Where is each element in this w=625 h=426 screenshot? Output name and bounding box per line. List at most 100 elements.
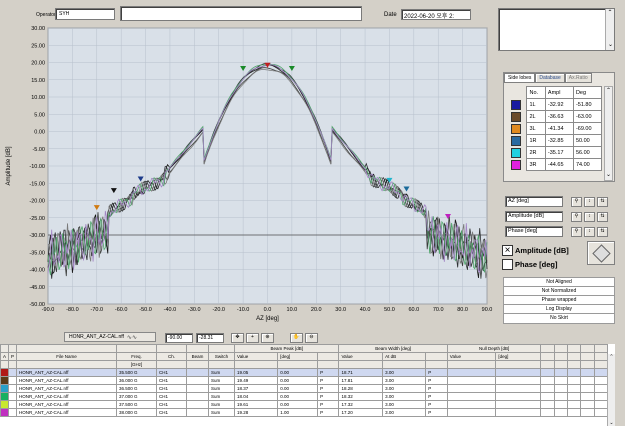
tab-database[interactable]: Database	[535, 73, 565, 83]
y-tick-label: 0.00	[34, 130, 45, 136]
x-tick-label: 70.0	[433, 307, 444, 313]
scroll-up-icon[interactable]: ⌃	[609, 354, 614, 360]
row-color	[0, 376, 10, 385]
row-color	[0, 408, 10, 417]
col-freq: Freq.	[116, 352, 158, 361]
phase-checkbox[interactable]	[502, 258, 513, 270]
cursor-lock-icon[interactable]: ⚲	[571, 211, 582, 222]
x-tick-label: 30.0	[335, 307, 346, 313]
date-label: Date	[384, 12, 397, 18]
table-row[interactable]: HONR_ANT_AZ-CAL.nff 37.500 G CH1 Sum 19.61 0.…	[0, 400, 609, 409]
y-tick-label: -5.00	[32, 147, 45, 153]
title-field[interactable]	[120, 6, 362, 21]
scroll-down-icon[interactable]: ⌄	[605, 172, 612, 178]
cursor-scale-icon[interactable]: ⇅	[597, 196, 608, 207]
cursor-zoom-icon[interactable]: ↕	[584, 226, 595, 237]
cursor-lock-icon[interactable]: ⚲	[571, 196, 582, 207]
lobe-row[interactable]: 3L -41.34 -69.00	[510, 122, 603, 135]
y-tick-label: -45.00	[29, 285, 45, 291]
notes-scrollbar[interactable]: ⌃ ⌄	[605, 9, 614, 50]
cursor-scale-icon[interactable]: ⇅	[597, 226, 608, 237]
y-tick-label: 20.00	[31, 61, 45, 67]
operator-field[interactable]: SYH	[55, 8, 115, 20]
tab-ax-ratio[interactable]: Ax.Ratio	[564, 73, 592, 83]
wave-icon: ∿∿	[126, 334, 137, 341]
y-tick-label: 10.00	[31, 95, 45, 101]
x-tick-label: 50.0	[384, 307, 395, 313]
file-tab[interactable]: HONR_ANT_AZ-CAL.nff ∿∿	[64, 332, 156, 342]
cursor-amplitude-field[interactable]: Amplitude [dB]	[505, 211, 563, 222]
amplitude-checkbox[interactable]: ×	[502, 244, 513, 256]
status-phase: Phase wrapped	[504, 296, 614, 305]
y-axis-label: Amplitude [dB]	[6, 146, 12, 185]
notes-textbox[interactable]: ⌃ ⌄	[498, 8, 615, 51]
lobe-row[interactable]: 2R -35.17 56.00	[510, 146, 603, 159]
scroll-up-icon[interactable]: ⌃	[605, 88, 612, 94]
date-field[interactable]: 2022-06-20 오후 2:	[401, 9, 471, 20]
y-tick-label: -10.00	[29, 164, 45, 170]
table-row[interactable]: HONR_ANT_AZ-CAL.nff 36.500 G CH1 Sum 18.37 0.…	[0, 384, 609, 393]
operator-label: Operator	[36, 12, 56, 18]
x-tick-label: 90.0	[482, 307, 493, 313]
beam-width-header: Beam Width [deg]	[338, 344, 448, 353]
cursor-phase-field[interactable]: Phase [deg]	[505, 226, 563, 237]
peak-marker	[444, 214, 451, 220]
peak-marker	[403, 186, 410, 192]
color-swatch	[511, 135, 521, 146]
file-table: Beam Peak [dB] Beam Width [deg] Null Dep…	[0, 344, 609, 417]
cursor-move-icon[interactable]: ✥	[231, 333, 244, 343]
cursor-zoom-icon[interactable]: ↕	[584, 196, 595, 207]
y-tick-label: -15.00	[29, 181, 45, 187]
y-tick-label: 30.00	[31, 26, 45, 32]
lobe-row[interactable]: 2L -36.63 -63.00	[510, 110, 603, 123]
amplitude-chart[interactable]: -90.0 -80.0 -70.0 -60.0 -50.0 -40.0 -30.0 -20.0…	[0, 22, 500, 327]
status-skirt: No Skirt	[504, 314, 614, 323]
lobe-row[interactable]: 1L -32.92 -51.80	[510, 98, 603, 111]
status-list: Not Aligned Not Normalized Phase wrapped…	[503, 277, 615, 324]
lobes-scrollbar[interactable]: ⌃ ⌄	[604, 86, 613, 181]
peak-marker	[386, 177, 393, 183]
scroll-up-icon[interactable]: ⌃	[607, 10, 613, 16]
table-row[interactable]: HONR_ANT_AZ-CAL.nff 35.500 G CH1 Sum 19.05 0.…	[0, 368, 609, 377]
scroll-down-icon[interactable]: ⌄	[607, 42, 614, 48]
y-tick-label: -30.00	[29, 233, 45, 239]
cursor-x-value[interactable]: -90.00	[165, 333, 193, 343]
x-tick-label: 60.0	[408, 307, 419, 313]
phase-label: Phase [deg]	[515, 259, 558, 269]
col-file-name: File Name	[16, 352, 118, 361]
x-tick-label: -10.0	[237, 307, 250, 313]
cursor-az-field[interactable]: AZ [deg]	[505, 196, 563, 207]
cursor-zoom-icon[interactable]: ↕	[584, 211, 595, 222]
peak-marker	[288, 66, 295, 72]
col-no: No.	[526, 86, 546, 99]
navigation-pad[interactable]	[587, 241, 615, 265]
col-deg: Deg	[572, 86, 603, 99]
cursor-scale-icon[interactable]: ⇅	[597, 211, 608, 222]
y-tick-label: 5.00	[34, 112, 45, 118]
x-tick-label: -90.0	[42, 307, 55, 313]
zoom-out-icon[interactable]: ⊖	[305, 333, 318, 343]
display-mode-group: × Amplitude [dB] Phase [deg]	[502, 243, 584, 273]
table-scrollbar[interactable]: ⌃ ⌄	[607, 354, 615, 426]
table-row[interactable]: HONR_ANT_AZ-CAL.nff 36.000 G CH1 Sum 19.49 0.…	[0, 376, 609, 385]
nav-diamond-icon[interactable]	[592, 244, 611, 263]
x-tick-label: -40.0	[164, 307, 177, 313]
cursor-y-value[interactable]: -28.31	[196, 333, 224, 343]
cursor-crosshair-icon[interactable]: +	[246, 333, 259, 343]
lobe-row[interactable]: 3R -44.65 74.00	[510, 158, 603, 171]
tab-side-lobes[interactable]: Side lobes	[504, 73, 536, 83]
pan-icon[interactable]: ✋	[290, 333, 303, 343]
color-swatch	[511, 159, 521, 170]
lobe-row[interactable]: 1R -32.85 50.00	[510, 134, 603, 147]
table-row[interactable]: HONR_ANT_AZ-CAL.nff 38.000 G CH1 Sum 19.28 1.…	[0, 408, 609, 417]
table-row[interactable]: HONR_ANT_AZ-CAL.nff 37.000 G CH1 Sum 18.04 0.…	[0, 392, 609, 401]
y-tick-label: -20.00	[29, 199, 45, 205]
y-tick-label: 15.00	[31, 78, 45, 84]
scroll-down-icon[interactable]: ⌄	[609, 420, 614, 426]
col-switch: Switch	[208, 352, 236, 361]
x-tick-label: -80.0	[66, 307, 79, 313]
cursor-lock-icon[interactable]: ⚲	[571, 226, 582, 237]
zoom-icon[interactable]: ⊕	[261, 333, 274, 343]
row-color	[0, 368, 10, 377]
color-swatch	[511, 123, 521, 134]
